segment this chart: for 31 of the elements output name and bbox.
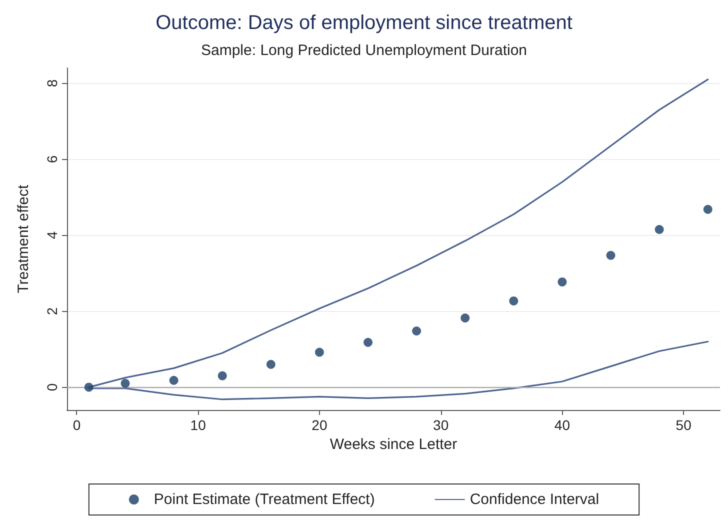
x-tick-label: 20 <box>312 417 328 433</box>
y-tick-label: 4 <box>44 231 60 240</box>
point <box>654 225 664 234</box>
point <box>412 326 422 336</box>
y-tick-label: 8 <box>44 79 60 88</box>
point <box>703 204 712 214</box>
point <box>509 296 518 306</box>
x-tick-label: 30 <box>433 417 449 433</box>
legend-label: Point Estimate (Treatment Effect) <box>154 491 375 508</box>
y-tick-label: 2 <box>44 307 60 316</box>
point <box>84 382 94 392</box>
y-tick-label: 6 <box>44 155 60 164</box>
y-tick-label: 0 <box>44 383 60 392</box>
chart-subtitle: Sample: Long Predicted Unemployment Duration <box>200 42 528 59</box>
point <box>218 371 227 380</box>
point <box>120 378 130 388</box>
x-tick-label: 50 <box>676 417 692 433</box>
x-axis-title: Weeks since Letter <box>330 436 458 453</box>
point <box>266 360 276 369</box>
legend-label: Confidence Interval <box>470 491 600 508</box>
x-tick-label: 0 <box>72 417 81 433</box>
y-axis-title: Treatment effect <box>15 184 32 294</box>
x-tick-label: 10 <box>190 417 206 433</box>
point <box>169 376 178 385</box>
point <box>606 250 616 260</box>
x-tick-label: 40 <box>554 417 570 433</box>
chart-title: Outcome: Days of employment since treatment <box>156 12 573 34</box>
point <box>364 338 373 347</box>
point <box>558 277 567 286</box>
point <box>460 314 470 323</box>
point <box>314 348 324 357</box>
